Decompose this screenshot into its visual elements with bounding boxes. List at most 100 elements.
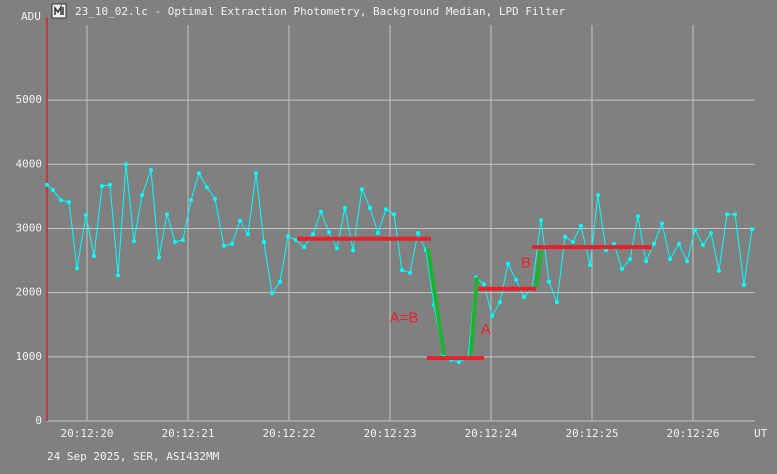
data-point (383, 207, 388, 212)
data-point (270, 291, 275, 296)
data-point (278, 279, 283, 284)
data-point (635, 214, 640, 219)
annotation-line (468, 277, 479, 356)
data-point (91, 254, 96, 259)
data-point (456, 359, 461, 364)
data-point (708, 230, 713, 235)
data-point (253, 171, 258, 176)
data-point (351, 248, 356, 253)
y-tick-label: 0 (35, 414, 42, 427)
data-point (392, 212, 397, 217)
data-point (302, 245, 307, 250)
data-point (172, 239, 177, 244)
data-point (505, 261, 510, 266)
data-point (578, 223, 583, 228)
data-point (74, 266, 79, 271)
data-point (725, 212, 730, 217)
data-point (204, 185, 209, 190)
data-point (700, 243, 705, 248)
y-tick-label: 1000 (16, 350, 43, 363)
data-point (407, 270, 412, 275)
y-tick-label: 5000 (16, 93, 43, 106)
annotation-line (425, 248, 447, 356)
caption: 24 Sep 2025, SER, ASI432MM (47, 450, 220, 463)
data-line (46, 164, 753, 363)
data-point (375, 230, 380, 235)
data-point (514, 277, 519, 282)
data-point (180, 238, 185, 243)
data-point (108, 182, 113, 187)
data-point (131, 239, 136, 244)
data-point (676, 241, 681, 246)
annotation: A=B (390, 309, 419, 326)
data-point (245, 232, 250, 237)
data-point (164, 212, 169, 217)
data-point (116, 273, 121, 278)
x-tick-label: 20:12:21 (162, 427, 215, 440)
data-point (652, 241, 657, 246)
data-point (50, 187, 55, 192)
y-tick-label: 2000 (16, 286, 43, 299)
data-point (595, 193, 600, 198)
data-point (157, 255, 162, 260)
data-point (319, 209, 324, 214)
data-point (140, 193, 145, 198)
data-point (563, 234, 568, 239)
data-point (149, 168, 154, 173)
x-tick-label: 20:12:20 (61, 427, 114, 440)
data-point (741, 282, 746, 287)
data-point (83, 212, 88, 217)
data-point (261, 239, 266, 244)
data-point (238, 218, 243, 223)
data-point (45, 182, 49, 187)
data-point (667, 257, 672, 262)
annotation-line (534, 250, 543, 288)
data-point (212, 196, 217, 201)
data-point (285, 234, 290, 239)
data-point (400, 268, 405, 273)
data-point (311, 232, 316, 237)
data-point (189, 198, 194, 203)
data-point (123, 162, 128, 167)
x-tick-label: 20:12:26 (666, 427, 719, 440)
data-point (733, 212, 738, 217)
data-point (100, 184, 105, 189)
data-point (367, 205, 372, 210)
data-point (716, 268, 721, 273)
y-tick-label: 4000 (16, 157, 43, 170)
data-point (571, 239, 576, 244)
data-point (693, 227, 698, 232)
data-point (619, 266, 624, 271)
data-point (59, 198, 64, 203)
data-point (627, 257, 632, 262)
data-point (197, 171, 202, 176)
chart-title: 23_10_02.lc - Optimal Extraction Photome… (75, 5, 565, 18)
data-point (342, 205, 347, 210)
x-tick-label: 20:12:23 (363, 427, 416, 440)
x-tick-label: 20:12:22 (263, 427, 316, 440)
data-point (221, 243, 226, 248)
window-icon (51, 3, 67, 19)
data-point (612, 241, 617, 246)
data-point (415, 230, 420, 235)
data-point (644, 259, 649, 264)
data-point (497, 300, 502, 305)
data-point (230, 241, 235, 246)
data-point (334, 246, 339, 251)
data-point (554, 300, 559, 305)
data-point (482, 282, 487, 287)
annotation: B (521, 255, 531, 272)
data-point (489, 313, 494, 318)
data-point (587, 263, 592, 268)
data-point (293, 238, 298, 243)
annotation: A (481, 321, 491, 338)
data-point (522, 295, 527, 300)
data-point (659, 221, 664, 226)
y-axis-label: ADU (21, 10, 41, 23)
data-point (749, 227, 754, 232)
y-tick-label: 3000 (16, 221, 43, 234)
data-point (685, 259, 690, 264)
x-tick-label: 20:12:25 (565, 427, 618, 440)
